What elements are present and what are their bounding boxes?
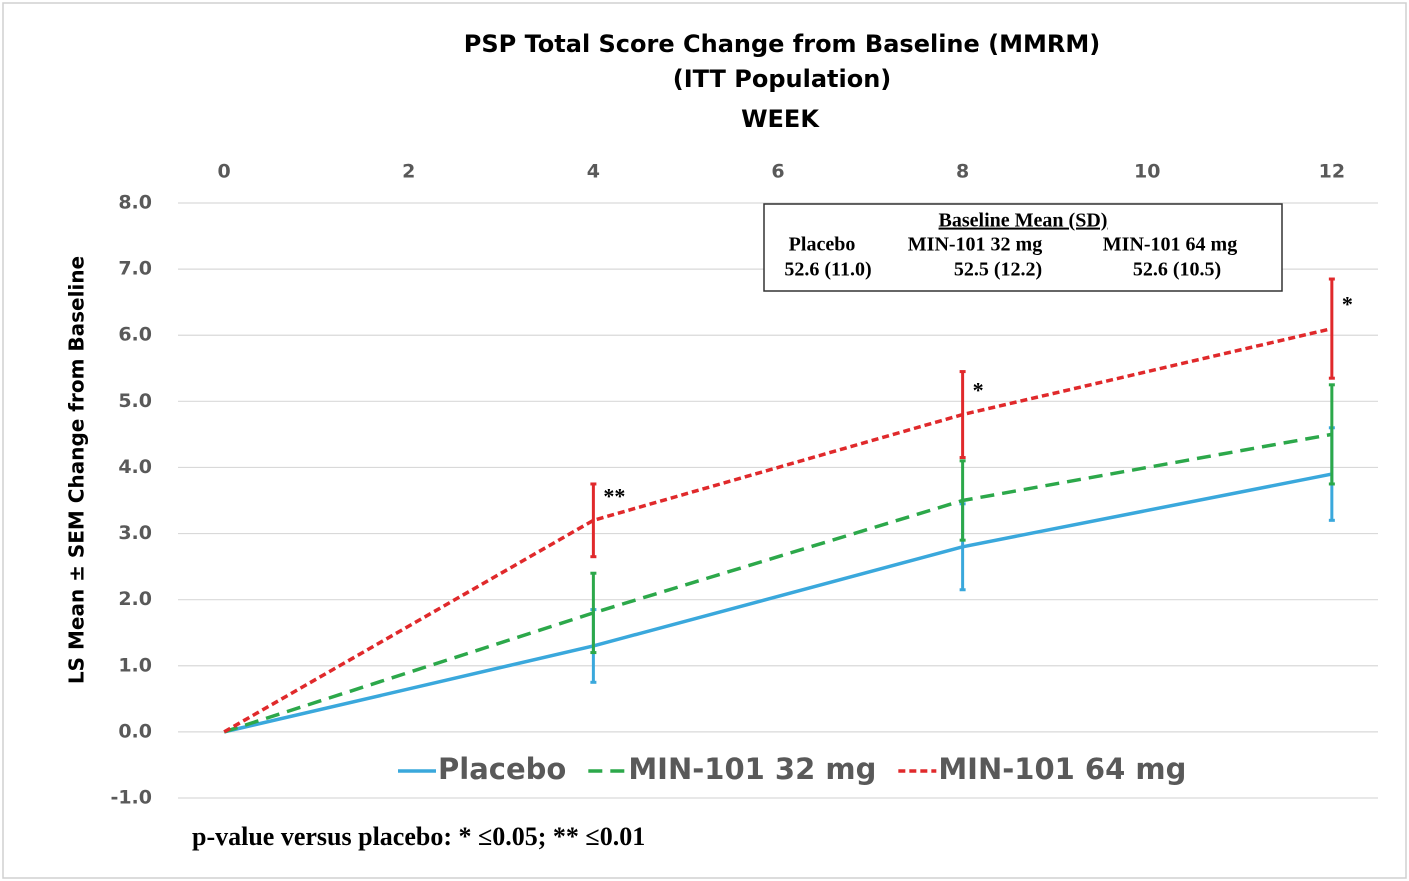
x-tick-label: 6 (771, 161, 784, 183)
inset-value: 52.6 (10.5) (1133, 259, 1221, 281)
legend-label: MIN-101 32 mg (628, 752, 876, 786)
y-tick-label: 2.0 (118, 588, 152, 610)
x-tick-label: 2 (402, 161, 415, 183)
inset-value: 52.5 (12.2) (954, 259, 1042, 281)
significance-label: ** (603, 483, 625, 508)
y-tick-label: 6.0 (118, 324, 152, 346)
y-tick-label: 4.0 (118, 456, 152, 478)
inset-table: Baseline Mean (SD) Placebo MIN-101 32 mg… (763, 203, 1283, 292)
x-tick-label: 10 (1134, 161, 1160, 183)
legend-label: Placebo (438, 752, 566, 786)
y-tick-label: 5.0 (118, 390, 152, 412)
x-axis-label: WEEK (741, 105, 820, 133)
x-tick-label: 0 (218, 161, 231, 183)
chart-subtitle: (ITT Population) (673, 65, 892, 93)
x-tick-label: 4 (587, 161, 600, 183)
y-tick-label: 3.0 (118, 522, 152, 544)
y-tick-label: 1.0 (118, 654, 152, 676)
error-bar (1328, 383, 1335, 486)
y-axis-label: LS Mean ± SEM Change from Baseline (65, 256, 89, 684)
y-tick-label: 0.0 (118, 720, 152, 742)
y-tick-label: 7.0 (118, 258, 152, 280)
error-bar (590, 482, 597, 559)
inset-title: Baseline Mean (SD) (939, 210, 1108, 232)
error-bar (1328, 277, 1335, 380)
x-tick-label: 8 (956, 161, 969, 183)
error-bar (959, 459, 966, 542)
x-tick-label: 12 (1319, 161, 1345, 183)
series-line (223, 472, 1333, 734)
y-tick-label: -1.0 (110, 787, 152, 809)
inset-column: MIN-101 64 mg (1103, 234, 1237, 256)
footnote: p-value versus placebo: * ≤0.05; ** ≤0.0… (192, 822, 645, 851)
series-line (223, 432, 1333, 734)
error-bar (959, 370, 966, 460)
series-line (223, 326, 1333, 734)
inset-column: Placebo (789, 234, 856, 256)
significance-label: * (973, 378, 984, 403)
y-tick-label: 8.0 (118, 192, 152, 214)
chart-title: PSP Total Score Change from Baseline (MM… (464, 30, 1100, 58)
significance-label: * (1342, 292, 1353, 317)
inset-column: MIN-101 32 mg (908, 234, 1042, 256)
inset-border (763, 203, 1283, 292)
error-bar (590, 571, 597, 655)
legend-label: MIN-101 64 mg (938, 752, 1186, 786)
inset-value: 52.6 (11.0) (784, 259, 871, 281)
